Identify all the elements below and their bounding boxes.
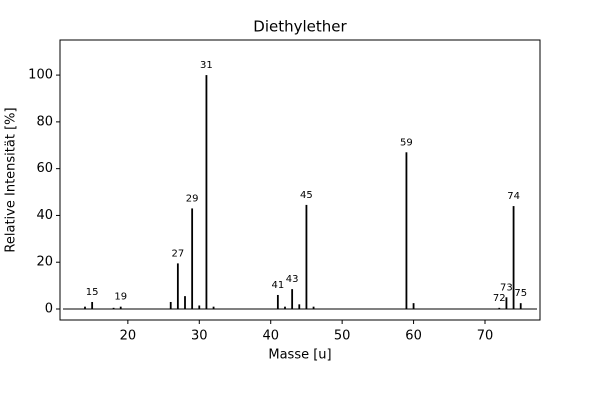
peak <box>298 304 301 310</box>
peak <box>119 306 122 310</box>
peak-label: 15 <box>86 287 99 298</box>
y-axis-label: Relative Intensität [%] <box>4 107 19 252</box>
x-tick-label: 70 <box>477 329 494 344</box>
peak <box>284 306 286 310</box>
peak <box>84 306 86 310</box>
plot-frame <box>59 39 541 321</box>
peak <box>191 208 194 310</box>
x-tick-label: 40 <box>262 329 279 344</box>
peak <box>91 301 94 310</box>
y-tick-label: 0 <box>45 302 53 317</box>
x-tick-label: 60 <box>405 329 422 344</box>
x-tick-label: 30 <box>191 329 208 344</box>
peak-label: 19 <box>114 292 127 303</box>
y-tick-label: 60 <box>36 161 53 176</box>
peak <box>512 206 515 310</box>
peak <box>112 307 115 310</box>
peak-label: 59 <box>400 137 413 148</box>
peak <box>184 296 186 310</box>
peak <box>176 263 179 310</box>
peak-label: 29 <box>186 193 199 204</box>
peak-label: 27 <box>171 248 184 259</box>
peak-label: 74 <box>507 191 520 202</box>
peak-label: 72 <box>493 293 506 304</box>
peak-label: 45 <box>300 190 313 201</box>
peak <box>505 297 508 310</box>
x-tick-label: 50 <box>334 329 351 344</box>
y-tick-label: 80 <box>36 114 53 129</box>
peak-label: 43 <box>286 274 299 285</box>
peak <box>198 305 201 310</box>
peak <box>205 75 208 310</box>
peak <box>519 303 522 310</box>
peak-label: 73 <box>500 282 513 293</box>
y-tick-label: 40 <box>36 208 53 223</box>
peak-label: 75 <box>514 288 527 299</box>
peak <box>498 307 501 310</box>
peak <box>312 306 315 310</box>
peak-label: 31 <box>200 60 213 71</box>
peak <box>412 303 415 310</box>
peak <box>169 301 172 310</box>
peak <box>291 289 294 310</box>
y-tick-label: 100 <box>28 68 53 83</box>
peak-label: 41 <box>271 280 284 291</box>
peak <box>405 152 408 310</box>
x-tick-label: 20 <box>120 329 137 344</box>
x-axis-label: Masse [u] <box>268 348 331 363</box>
peak <box>305 204 308 310</box>
chart-title: Diethylether <box>253 18 347 36</box>
peak <box>212 306 215 310</box>
y-tick-label: 20 <box>36 255 53 270</box>
peak <box>276 294 279 310</box>
